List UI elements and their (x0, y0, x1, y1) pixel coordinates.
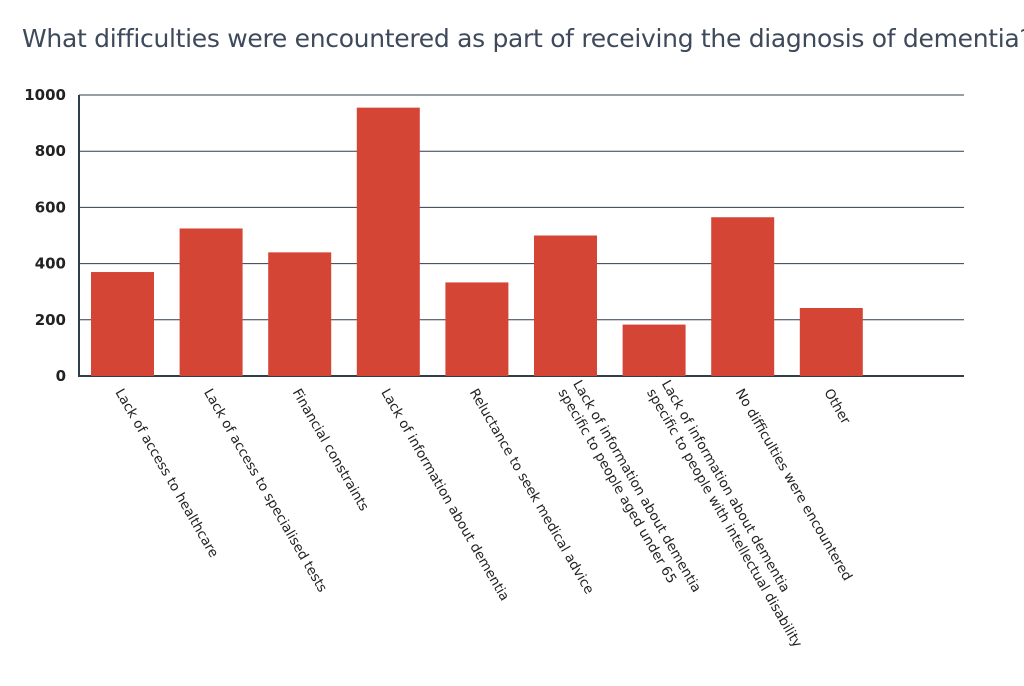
y-tick-label: 400 (35, 255, 66, 273)
y-tick-label: 1000 (24, 86, 66, 104)
bar (179, 228, 243, 376)
x-tick-label-line: Financial constraints (289, 386, 372, 514)
bar (356, 107, 420, 377)
chart-title: What difficulties were encountered as pa… (22, 24, 1024, 53)
x-tick-label: Financial constraints (289, 386, 372, 514)
bar (622, 324, 686, 376)
x-tick-label-line: Lack of access to healthcare (112, 386, 222, 560)
bar (445, 282, 509, 376)
x-tick-label: Other (820, 386, 853, 428)
y-tick-label: 800 (35, 142, 66, 160)
y-tick-label: 200 (35, 311, 66, 329)
x-tick-label-line: Other (820, 386, 853, 428)
x-tick-label: Lack of information about dementiaspecif… (643, 378, 805, 651)
x-tick-label-line: specific to people with intellectual dis… (643, 386, 805, 650)
y-tick-label: 0 (56, 367, 66, 385)
bar (534, 235, 597, 376)
bar (91, 272, 154, 376)
bar (268, 252, 332, 376)
bar (799, 307, 863, 376)
x-tick-label: Lack of access to healthcare (112, 386, 222, 560)
bar (711, 217, 775, 376)
y-tick-label: 600 (35, 198, 66, 216)
